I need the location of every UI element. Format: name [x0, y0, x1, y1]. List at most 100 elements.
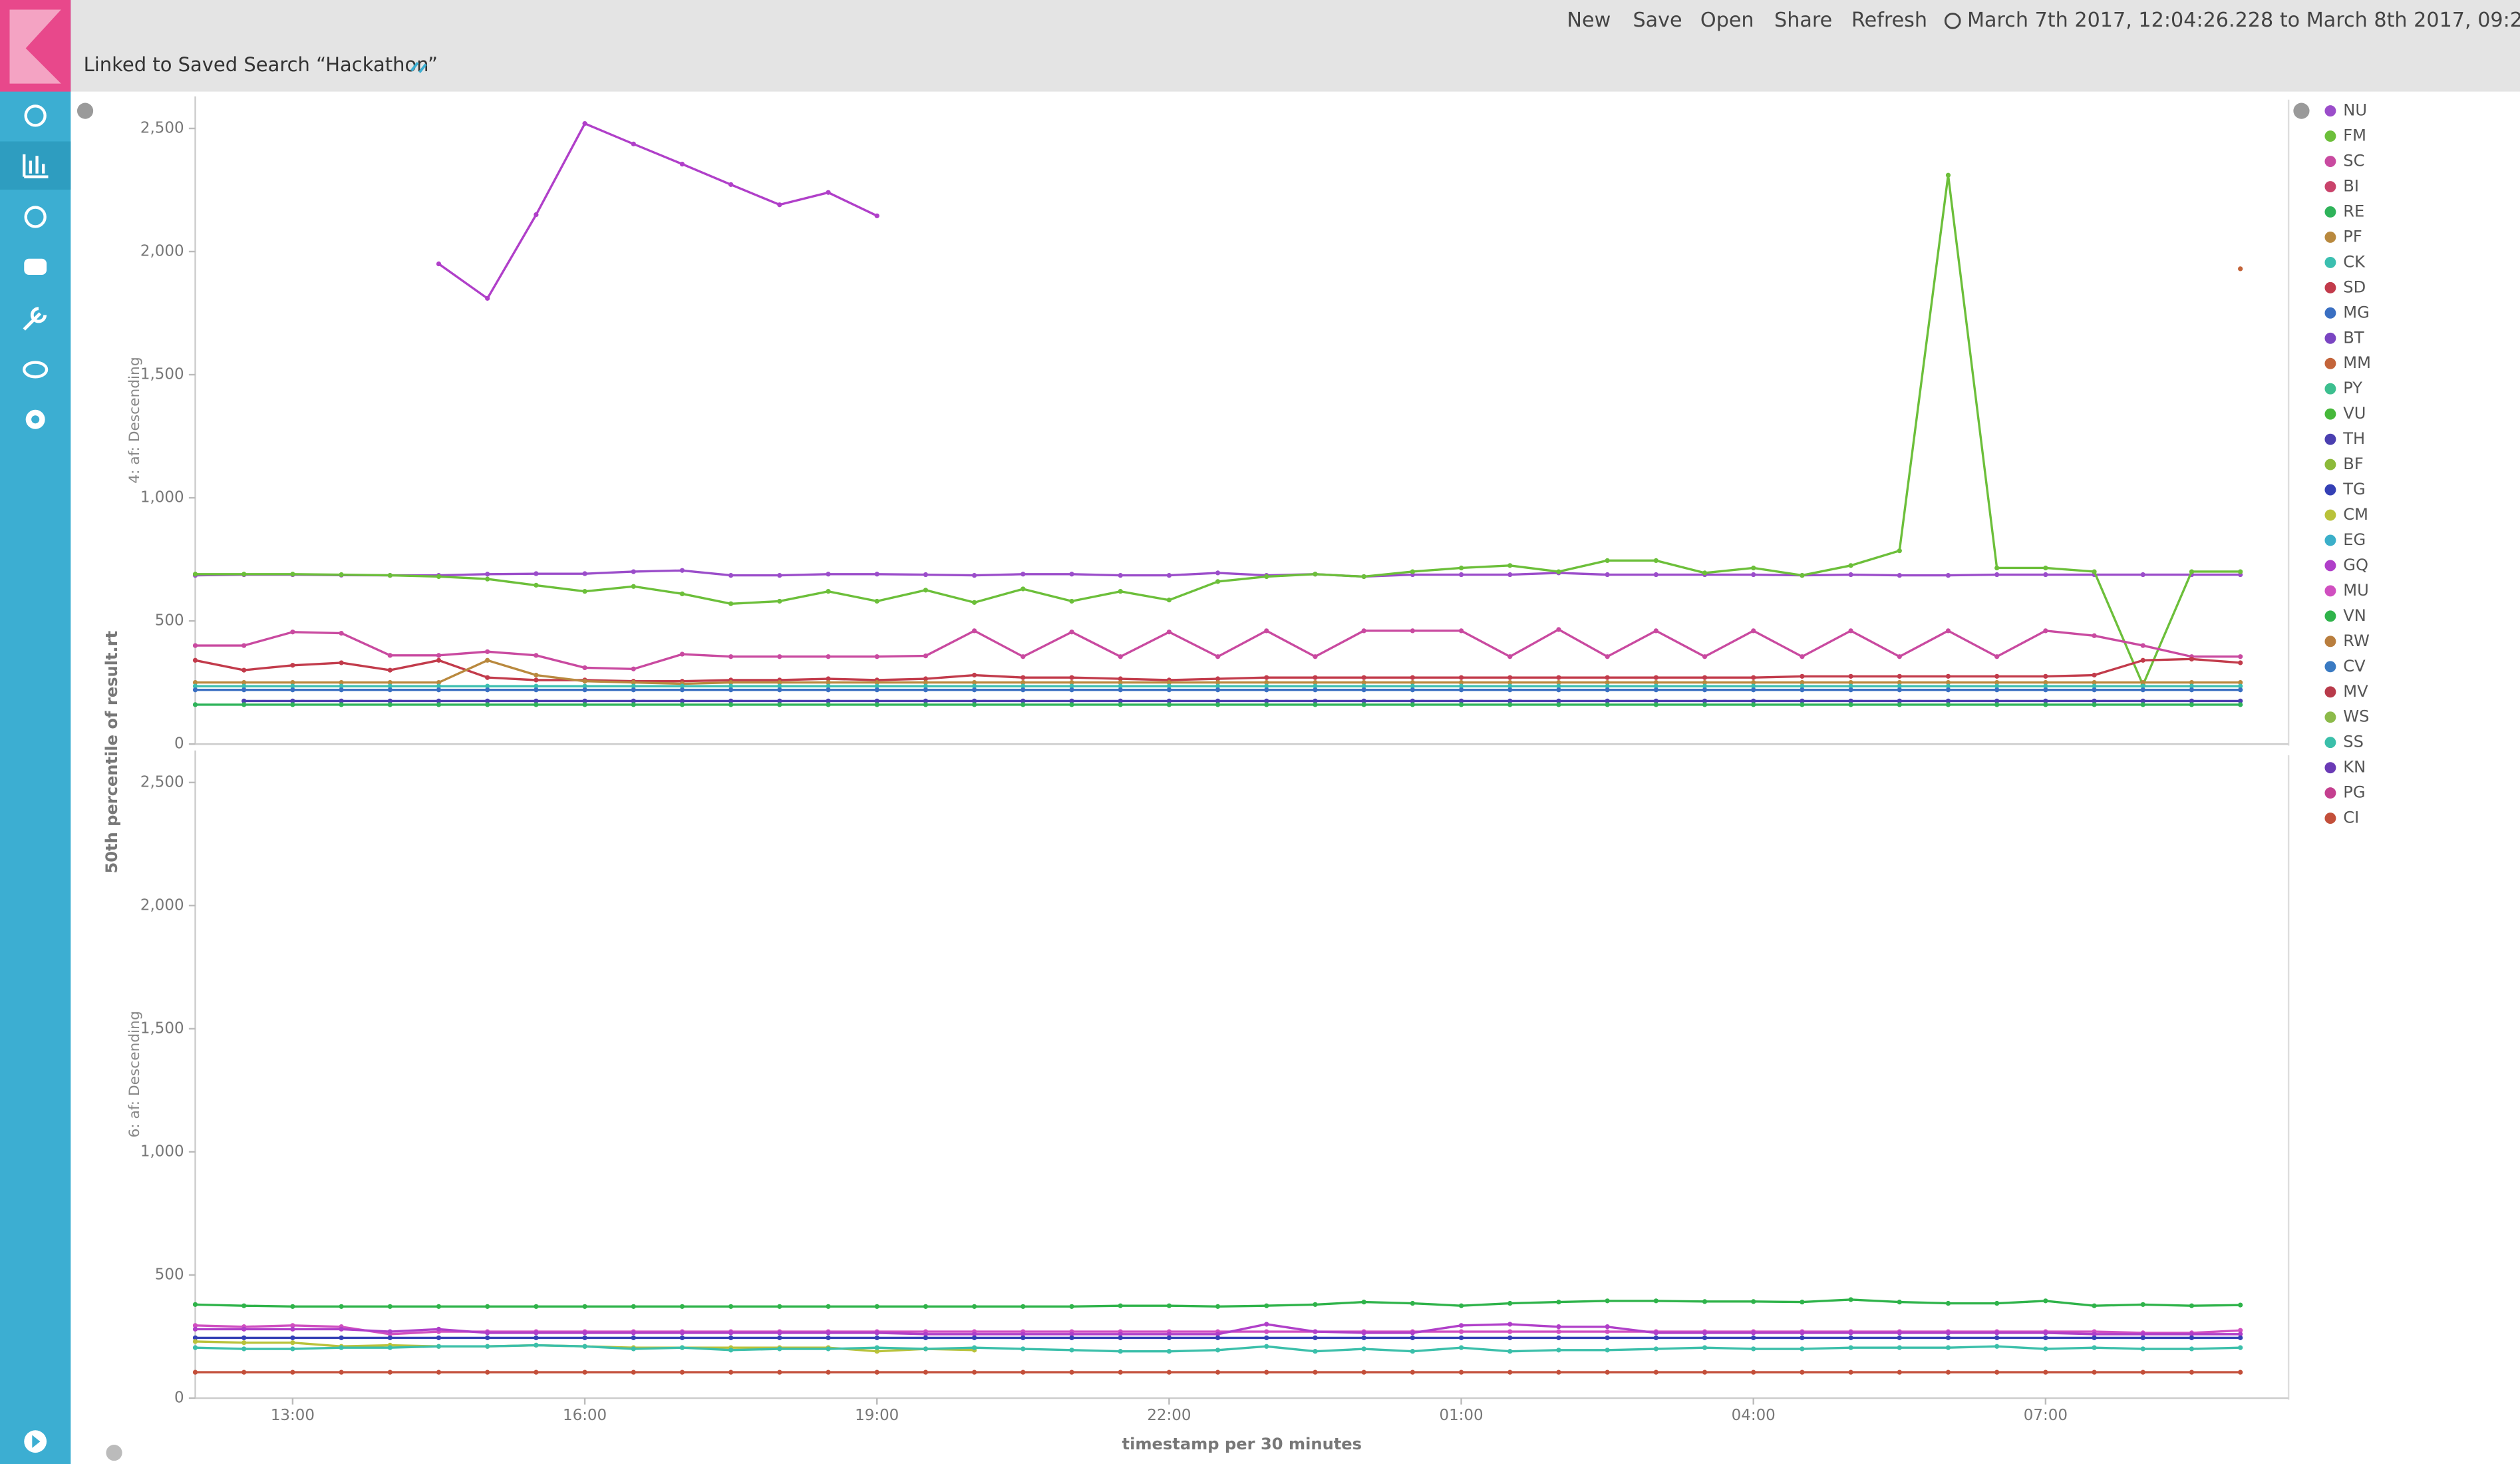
- toggle-options[interactable]: [77, 102, 94, 119]
- legend-label[interactable]: TG: [2342, 480, 2365, 498]
- legend-swatch[interactable]: [2324, 156, 2336, 168]
- legend-label[interactable]: FM: [2343, 126, 2366, 145]
- series-point: [1848, 1330, 1853, 1336]
- menu-share[interactable]: Share: [1774, 9, 1832, 32]
- toggle-legend[interactable]: [2293, 102, 2310, 119]
- series-point: [1069, 1335, 1074, 1340]
- legend-swatch[interactable]: [2324, 636, 2336, 647]
- nav-monitoring[interactable]: [23, 361, 49, 379]
- legend-swatch[interactable]: [2324, 661, 2336, 673]
- legend-swatch[interactable]: [2324, 383, 2336, 395]
- legend-swatch[interactable]: [2324, 560, 2336, 572]
- legend-label[interactable]: WS: [2343, 707, 2369, 726]
- legend-label[interactable]: MG: [2343, 303, 2370, 321]
- time-range[interactable]: March 7th 2017, 12:04:26.228 to March 8t…: [1967, 9, 2520, 32]
- legend-swatch[interactable]: [2324, 686, 2336, 698]
- series-point: [631, 698, 636, 703]
- series-point: [1994, 565, 2000, 571]
- legend-label[interactable]: NU: [2343, 101, 2367, 120]
- legend-swatch[interactable]: [2324, 357, 2336, 369]
- legend-label[interactable]: BT: [2343, 328, 2364, 347]
- legend-swatch[interactable]: [2324, 509, 2336, 521]
- series-point: [1313, 698, 1318, 703]
- series-point: [1800, 683, 1805, 689]
- series-point: [1410, 1335, 1415, 1340]
- series-point: [1897, 548, 1902, 554]
- legend-label[interactable]: PG: [2343, 783, 2365, 802]
- legend-label[interactable]: BF: [2343, 455, 2363, 473]
- unlink-icon[interactable]: [410, 61, 427, 73]
- series-point: [192, 1323, 198, 1328]
- nav-timelion[interactable]: [24, 258, 47, 275]
- menu-open[interactable]: Open: [1700, 9, 1754, 32]
- legend-label[interactable]: MM: [2343, 353, 2371, 372]
- legend-label[interactable]: EG: [2343, 530, 2366, 549]
- legend-swatch[interactable]: [2324, 206, 2336, 218]
- legend-label[interactable]: RE: [2343, 202, 2364, 220]
- legend-label[interactable]: KN: [2343, 758, 2366, 777]
- menu-save[interactable]: Save: [1633, 9, 1682, 32]
- legend-swatch[interactable]: [2324, 307, 2336, 319]
- legend-swatch[interactable]: [2324, 787, 2336, 799]
- legend-swatch[interactable]: [2324, 433, 2336, 445]
- legend-label[interactable]: PY: [2343, 379, 2362, 397]
- legend-label[interactable]: SC: [2343, 152, 2364, 170]
- series-point: [1021, 687, 1026, 693]
- legend-swatch[interactable]: [2324, 458, 2336, 470]
- toggle-spy[interactable]: [106, 1445, 122, 1461]
- series-point: [1653, 1370, 1658, 1375]
- legend-label[interactable]: CK: [2343, 252, 2366, 271]
- series-point: [1556, 1370, 1561, 1375]
- legend-label[interactable]: SD: [2343, 277, 2366, 296]
- nav-discover[interactable]: [24, 104, 47, 127]
- menu-new[interactable]: New: [1567, 9, 1611, 32]
- series-point: [1945, 702, 1951, 707]
- series-point: [485, 1335, 490, 1340]
- nav-visualize[interactable]: [23, 154, 49, 178]
- legend-swatch[interactable]: [2324, 711, 2336, 723]
- menu-refresh[interactable]: Refresh: [1851, 9, 1927, 32]
- legend-swatch[interactable]: [2324, 484, 2336, 496]
- legend-label[interactable]: GQ: [2343, 556, 2368, 574]
- series-point: [1410, 687, 1415, 693]
- legend-label[interactable]: CM: [2343, 505, 2368, 524]
- series-point: [1021, 683, 1026, 689]
- legend-label[interactable]: CV: [2343, 657, 2366, 675]
- legend-label[interactable]: VU: [2343, 404, 2366, 423]
- legend-swatch[interactable]: [2324, 181, 2336, 192]
- legend-label[interactable]: VN: [2343, 606, 2366, 625]
- series-point: [485, 1370, 490, 1375]
- series-point: [1994, 654, 2000, 659]
- legend-swatch[interactable]: [2324, 813, 2336, 824]
- legend-label[interactable]: RW: [2343, 632, 2370, 650]
- series-point: [339, 687, 344, 693]
- legend-label[interactable]: TH: [2342, 429, 2365, 448]
- legend-swatch[interactable]: [2324, 332, 2336, 344]
- legend-swatch[interactable]: [2324, 762, 2336, 774]
- series-point: [1361, 1346, 1366, 1352]
- legend-label[interactable]: SS: [2343, 733, 2364, 751]
- series-point: [1118, 589, 1123, 594]
- series-point: [631, 679, 636, 685]
- nav-devtools[interactable]: [23, 307, 47, 331]
- legend-swatch[interactable]: [2324, 610, 2336, 622]
- legend-swatch[interactable]: [2324, 534, 2336, 546]
- series-point: [874, 213, 879, 218]
- legend-swatch[interactable]: [2324, 231, 2336, 243]
- legend-swatch[interactable]: [2324, 256, 2336, 268]
- legend-swatch[interactable]: [2324, 408, 2336, 420]
- legend-swatch[interactable]: [2324, 737, 2336, 749]
- series-point: [290, 683, 295, 689]
- legend-swatch[interactable]: [2324, 130, 2336, 142]
- legend-swatch[interactable]: [2324, 105, 2336, 117]
- series-point: [1897, 654, 1902, 659]
- legend-swatch[interactable]: [2324, 585, 2336, 597]
- legend-swatch[interactable]: [2324, 281, 2336, 293]
- legend-label[interactable]: CI: [2343, 809, 2359, 827]
- legend-label[interactable]: PF: [2343, 227, 2362, 246]
- series-point: [923, 1335, 929, 1340]
- legend-label[interactable]: BI: [2343, 177, 2359, 196]
- legend-label[interactable]: MV: [2343, 682, 2368, 701]
- legend-label[interactable]: MU: [2343, 581, 2369, 600]
- nav-dashboard[interactable]: [24, 206, 47, 228]
